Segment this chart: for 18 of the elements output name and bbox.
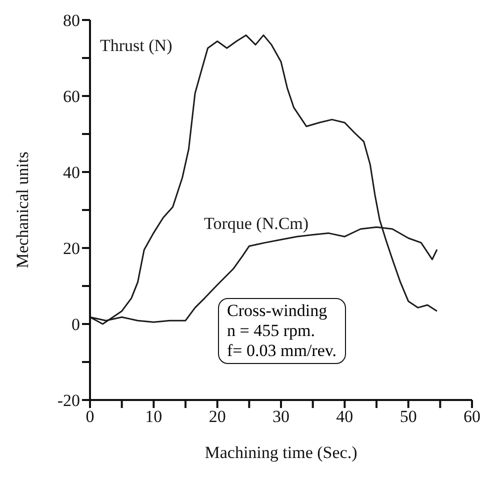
y-tick-label: 60	[63, 87, 80, 106]
y-tick-label: 0	[72, 315, 80, 334]
x-tick-label: 60	[464, 407, 480, 426]
series-label: Thrust (N)	[100, 36, 172, 56]
x-tick-label: 50	[400, 407, 417, 426]
annotation: Cross-winding n = 455 rpm. f= 0.03 mm/rev.	[218, 298, 346, 364]
x-tick-label: 30	[272, 407, 290, 426]
y-tick-label: 40	[63, 163, 80, 182]
x-tick-label: 10	[145, 407, 162, 426]
y-tick-label: 80	[63, 11, 80, 30]
series-label: Torque (N.Cm)	[204, 214, 309, 234]
y-tick-label: -20	[57, 391, 80, 410]
x-tick-label: 20	[208, 407, 226, 426]
y-tick-label: 20	[63, 239, 80, 258]
x-tick-label: 40	[336, 407, 354, 426]
x-tick-label: 0	[86, 407, 94, 426]
x-axis-title: Machining time (Sec.)	[204, 443, 358, 462]
y-axis-title: Mechanical units	[13, 152, 32, 268]
